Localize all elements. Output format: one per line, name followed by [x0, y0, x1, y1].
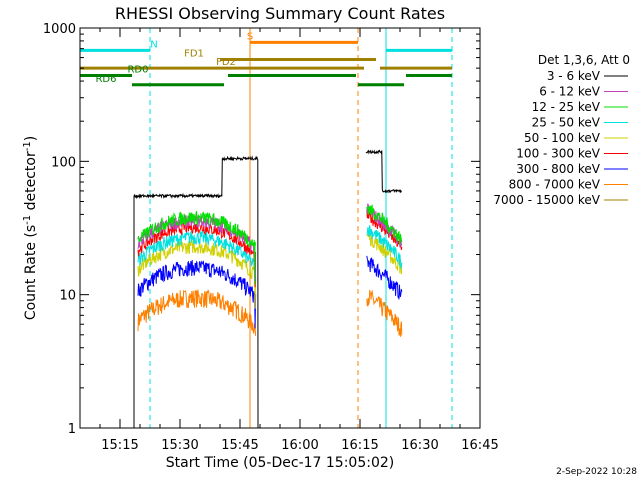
- legend-label: 6 - 12 keV: [539, 85, 601, 99]
- x-tick-label: 15:45: [221, 438, 258, 453]
- series-line: [366, 233, 403, 275]
- legend-label: 12 - 25 keV: [532, 100, 601, 114]
- y-axis-label: Count Rate (s-1 detector-1): [22, 136, 39, 320]
- chart-title: RHESSI Observing Summary Count Rates: [115, 4, 445, 23]
- mode-segment-label: N: [150, 39, 157, 50]
- series-line: [366, 204, 403, 245]
- series-line: [366, 225, 403, 270]
- series-line: [137, 230, 257, 273]
- mode-segment-label: FD2: [216, 57, 236, 68]
- legend-label: 7000 - 15000 keV: [493, 193, 600, 207]
- series-line: [137, 240, 257, 309]
- x-axis-label: Start Time (05-Dec-17 15:05:02): [166, 455, 394, 471]
- y-tick-label: 100: [51, 155, 76, 170]
- plot-frame: [79, 27, 481, 429]
- timestamp: 2-Sep-2022 10:28: [556, 467, 637, 477]
- legend-label: 25 - 50 keV: [532, 116, 601, 130]
- series-line: [366, 203, 403, 248]
- vertical-marker-lines: [79, 28, 453, 428]
- legend-header: Det 1,3,6, Att 0: [538, 53, 630, 67]
- x-tick-label: 15:30: [161, 438, 198, 453]
- legend-label: 50 - 100 keV: [524, 131, 601, 145]
- x-tick-label: 15:15: [101, 438, 138, 453]
- y-tick-label: 1: [68, 422, 76, 437]
- data-series: [133, 149, 403, 429]
- series-line: [133, 155, 259, 429]
- y-tick-label: 1000: [43, 22, 76, 37]
- series-line: [366, 289, 403, 337]
- y-tick-label: 10: [59, 289, 76, 304]
- legend-label: 100 - 300 keV: [516, 147, 600, 161]
- mode-segment-label: RD6: [95, 74, 116, 85]
- mode-segments: S N FD1 FD2 RD0 RD6: [80, 31, 452, 87]
- x-tick-label: 16:00: [281, 438, 318, 453]
- series-line: [137, 289, 257, 336]
- series-line: [137, 211, 257, 285]
- legend-label: 300 - 800 keV: [516, 162, 600, 176]
- series-line: [137, 221, 257, 288]
- legend-label: 3 - 6 keV: [547, 69, 601, 83]
- series-line: [365, 149, 402, 194]
- series-line: [137, 259, 257, 329]
- y-axis-ticks: 1 10 100 1000: [43, 22, 480, 437]
- legend-label: 800 - 7000 keV: [509, 178, 601, 192]
- mode-segment-label: FD1: [184, 49, 204, 60]
- series-line: [366, 255, 403, 300]
- x-axis-ticks: 15:15 15:30 15:45 16:00 16:15 16:30 16:45: [79, 28, 499, 453]
- x-tick-label: 16:15: [341, 438, 378, 453]
- mode-segment-label: S: [247, 31, 253, 42]
- x-tick-label: 16:45: [461, 438, 498, 453]
- mode-segment-label: RD0: [127, 65, 148, 76]
- x-tick-label: 16:30: [401, 438, 438, 453]
